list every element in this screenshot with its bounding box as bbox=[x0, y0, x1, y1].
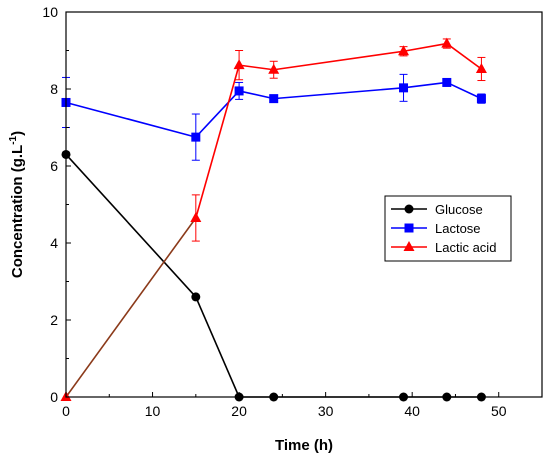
legend-marker-lactic-acid bbox=[403, 241, 415, 251]
lactose-line-segment bbox=[195, 90, 240, 138]
legend-label-lactic-acid: Lactic acid bbox=[435, 240, 496, 255]
legend-marker-lactose bbox=[404, 223, 414, 233]
series-lactose bbox=[61, 73, 486, 161]
lactose-line-segment bbox=[403, 81, 447, 89]
y-tick-label: 10 bbox=[42, 4, 58, 20]
y-tick-label: 0 bbox=[50, 389, 58, 405]
lactic-acid-line-segment bbox=[238, 64, 274, 71]
y-axis-title: Concentration (g.L-1) bbox=[8, 131, 26, 278]
lactic-acid-line-segment bbox=[446, 42, 482, 70]
lactose-point bbox=[476, 94, 486, 104]
lactic-acid-line-segment bbox=[195, 64, 240, 219]
lactic-acid-line-segment bbox=[403, 42, 447, 53]
y-tick-label: 4 bbox=[50, 235, 58, 251]
glucose-point bbox=[191, 292, 201, 302]
legend-label-lactose: Lactose bbox=[435, 221, 481, 236]
legend: Glucose Lactose Lactic acid bbox=[384, 195, 512, 262]
lactose-line-segment bbox=[273, 87, 404, 100]
y-tick-label: 2 bbox=[50, 312, 58, 328]
series-lactic-acid bbox=[60, 37, 487, 401]
lactose-line-segment bbox=[238, 90, 274, 100]
x-tick-label: 10 bbox=[145, 403, 161, 419]
lactose-point bbox=[399, 83, 409, 93]
x-tick-label: 50 bbox=[491, 403, 507, 419]
x-tick-label: 20 bbox=[231, 403, 247, 419]
lactose-point bbox=[442, 77, 452, 87]
y-axis-title-main: Concentration (g.L bbox=[9, 145, 26, 278]
lactic-acid-point bbox=[475, 62, 487, 73]
x-tick-label: 0 bbox=[62, 403, 70, 419]
axes: 0 10 20 30 40 50 0 2 4 6 8 10 bbox=[42, 4, 506, 419]
lactose-point bbox=[191, 132, 201, 142]
lactic-acid-point bbox=[398, 45, 410, 56]
y-tick-label: 6 bbox=[50, 158, 58, 174]
y-axis-title-tail: ) bbox=[9, 131, 26, 136]
lactic-acid-point bbox=[441, 37, 453, 48]
lactose-line-segment bbox=[65, 101, 197, 138]
x-axis-title: Time (h) bbox=[275, 437, 333, 454]
x-tick-label: 30 bbox=[318, 403, 334, 419]
lactic-acid-line-segment bbox=[273, 50, 404, 71]
lactic-acid-line-segment bbox=[65, 217, 197, 398]
glucose-line-segment bbox=[195, 296, 240, 398]
lactic-acid-point bbox=[190, 211, 202, 222]
lactic-acid-point bbox=[268, 63, 280, 74]
y-axis-title-sup: -1 bbox=[8, 135, 19, 144]
legend-label-glucose: Glucose bbox=[435, 202, 483, 217]
lactose-point bbox=[234, 86, 244, 96]
series-glucose bbox=[61, 149, 486, 402]
lactose-point bbox=[269, 94, 279, 104]
glucose-line-segment bbox=[65, 153, 197, 298]
y-tick-label: 8 bbox=[50, 81, 58, 97]
legend-marker-glucose bbox=[404, 204, 414, 214]
lactose-line-segment bbox=[446, 81, 482, 100]
lactic-acid-point bbox=[233, 59, 245, 70]
x-tick-label: 40 bbox=[404, 403, 420, 419]
